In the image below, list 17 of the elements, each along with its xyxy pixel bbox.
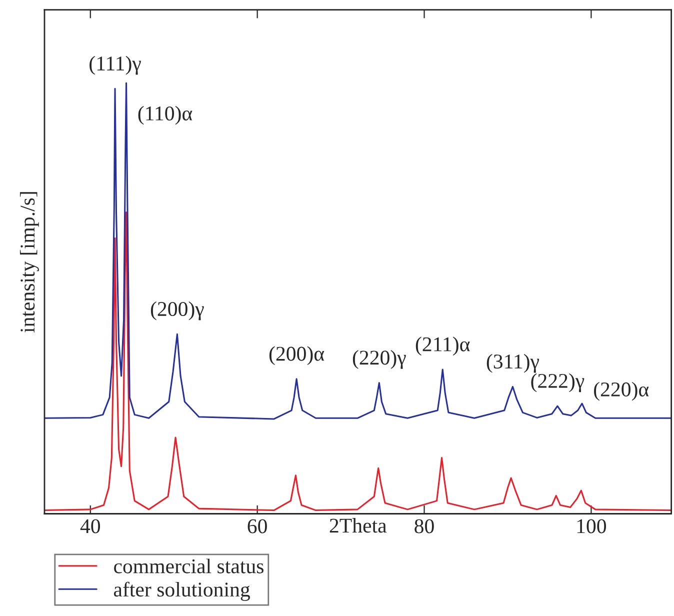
x-axis-title: 2Theta: [330, 518, 387, 533]
annotation: (110)α: [138, 106, 192, 125]
annotation: (111)γ: [90, 56, 141, 75]
x-tick-label: 60: [248, 519, 267, 534]
annotation: (200)γ: [150, 301, 204, 320]
annotation: (211)α: [416, 336, 470, 356]
x-tick-label: 80: [414, 519, 434, 534]
x-tick-label: 100: [577, 519, 606, 534]
legend-label: commercial status: [114, 558, 264, 574]
x-tick-label: 40: [80, 519, 100, 534]
y-axis-title: intensity [imp./s]: [20, 192, 39, 333]
legend-label: after solutioning: [114, 582, 250, 601]
annotation: (311)γ: [486, 354, 540, 373]
annotation: (222)γ: [531, 373, 584, 392]
annotation: (220)γ: [352, 350, 406, 369]
annotation: (200)α: [269, 346, 324, 366]
annotation: (220)α: [594, 382, 649, 401]
